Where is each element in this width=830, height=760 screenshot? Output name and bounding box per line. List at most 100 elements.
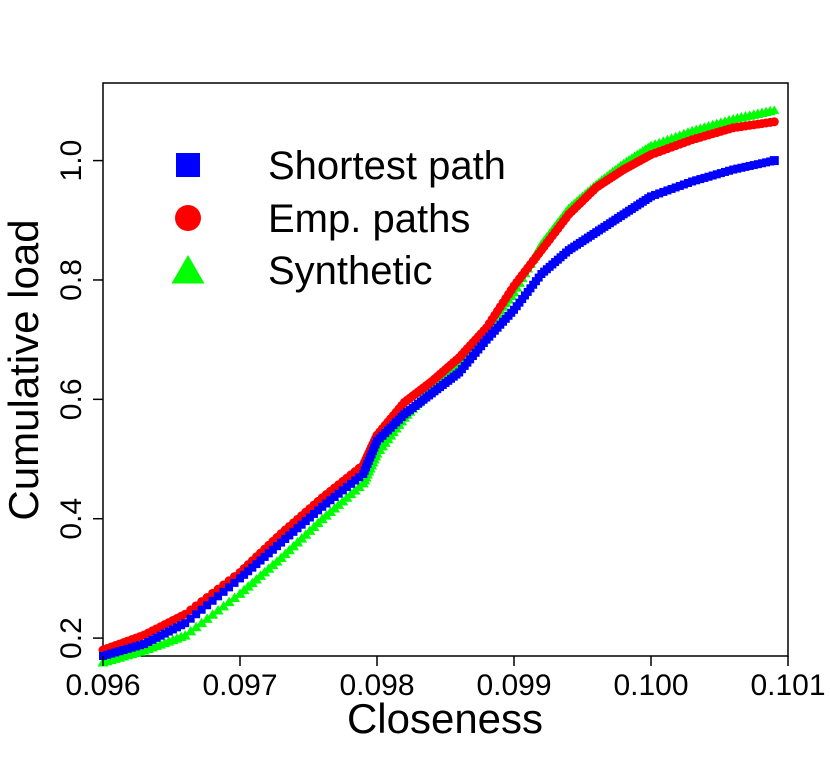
data-point <box>663 186 672 195</box>
data-point <box>692 176 701 185</box>
data-point <box>152 633 161 642</box>
data-point <box>218 600 230 611</box>
data-point <box>208 596 217 605</box>
data-point <box>700 173 709 182</box>
legend: Shortest path Emp. paths Synthetic <box>171 144 506 293</box>
data-point <box>277 538 286 547</box>
data-point <box>338 486 347 495</box>
data-point <box>164 627 173 636</box>
data-point <box>236 574 244 583</box>
data-point <box>181 619 190 628</box>
data-point <box>741 162 750 171</box>
data-point <box>252 560 261 569</box>
data-point <box>712 170 721 179</box>
data-point <box>318 502 327 511</box>
data-point <box>334 489 343 498</box>
legend-label: Synthetic <box>268 249 433 293</box>
data-point <box>111 648 120 657</box>
data-point <box>172 623 181 632</box>
x-axis-title: Closeness <box>347 695 543 742</box>
plot-frame <box>102 82 789 657</box>
data-point <box>342 483 351 492</box>
data-point <box>148 635 157 644</box>
data-point <box>244 567 253 576</box>
data-point <box>679 180 688 189</box>
data-point <box>753 160 762 169</box>
data-point <box>655 189 664 198</box>
data-point <box>177 621 186 630</box>
data-point <box>256 556 265 565</box>
data-point <box>264 549 273 558</box>
data-point <box>156 631 165 640</box>
data-point <box>688 177 697 186</box>
data-point <box>704 172 713 181</box>
data-point <box>179 630 191 640</box>
data-point <box>285 531 294 540</box>
data-point <box>230 578 239 587</box>
legend-label: Emp. paths <box>268 197 470 241</box>
data-point <box>667 184 676 193</box>
data-point <box>186 614 195 623</box>
data-point <box>651 190 660 199</box>
data-point <box>330 492 339 501</box>
y-tick-label: 0.4 <box>55 498 88 540</box>
y-tick-label: 0.2 <box>55 617 88 659</box>
data-point <box>749 161 758 170</box>
data-point <box>289 527 298 536</box>
data-point <box>733 164 742 173</box>
data-point <box>720 167 729 176</box>
x-tick-label: 0.099 <box>476 669 551 702</box>
data-point <box>729 165 738 174</box>
data-point <box>214 592 223 601</box>
data-point <box>769 105 780 114</box>
y-tick-label: 1.0 <box>55 140 88 182</box>
legend-marker <box>175 205 201 231</box>
data-point <box>223 596 235 607</box>
data-point <box>240 570 249 579</box>
legend-label: Shortest path <box>268 144 506 188</box>
data-point <box>696 175 705 184</box>
data-point <box>351 476 360 485</box>
legend-marker <box>176 153 200 177</box>
data-point <box>127 643 136 652</box>
legend-marker <box>171 255 205 284</box>
y-tick-label: 0.8 <box>55 259 88 301</box>
data-point <box>737 163 746 172</box>
data-point <box>769 156 779 166</box>
data-point <box>207 609 219 619</box>
x-tick-label: 0.097 <box>202 669 277 702</box>
x-axis: 0.096 0.097 0.098 0.099 0.100 0.101 <box>65 656 826 702</box>
data-point <box>123 644 132 653</box>
data-point <box>248 563 257 572</box>
data-point <box>322 499 331 508</box>
data-point <box>144 637 153 646</box>
data-point <box>168 625 177 634</box>
data-point <box>757 159 766 168</box>
data-point <box>135 641 144 650</box>
series-shortest-path <box>99 156 779 660</box>
data-point <box>725 166 734 175</box>
data-point <box>293 524 302 533</box>
data-point <box>326 496 335 505</box>
y-tick-label: 0.6 <box>55 378 88 420</box>
data-point <box>160 629 169 638</box>
data-point <box>301 517 310 526</box>
data-point <box>192 610 201 619</box>
data-point <box>675 181 684 190</box>
data-point <box>314 506 323 515</box>
data-point <box>268 545 277 554</box>
data-point <box>197 605 206 614</box>
data-point <box>762 158 771 167</box>
data-point <box>683 178 692 187</box>
data-point <box>185 625 197 636</box>
data-point <box>716 169 725 178</box>
data-point <box>119 646 128 655</box>
y-axis: 0.2 0.4 0.6 0.8 1.0 <box>55 140 103 659</box>
data-point <box>140 640 149 649</box>
data-point <box>309 509 318 518</box>
data-point <box>196 617 208 628</box>
data-point <box>305 513 314 522</box>
data-point <box>745 161 754 170</box>
data-point <box>229 592 241 603</box>
